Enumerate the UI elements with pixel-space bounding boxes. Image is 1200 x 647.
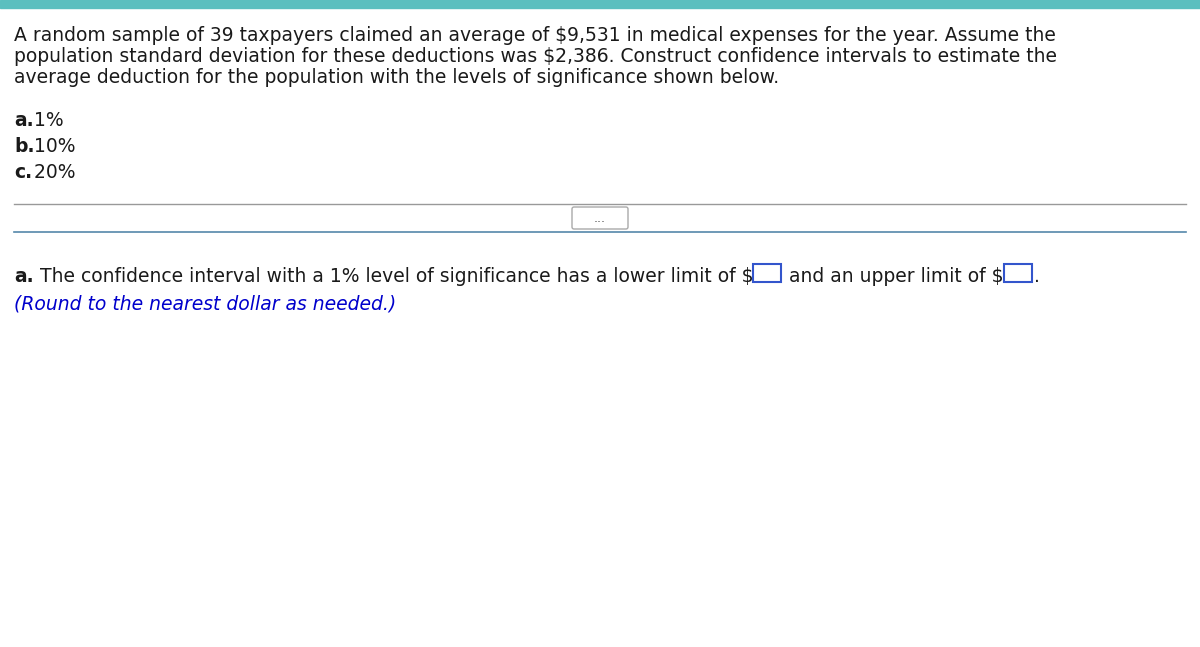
Text: (Round to the nearest dollar as needed.): (Round to the nearest dollar as needed.) bbox=[14, 295, 396, 314]
Text: a.: a. bbox=[14, 267, 34, 286]
Text: 20%: 20% bbox=[28, 163, 76, 182]
FancyBboxPatch shape bbox=[572, 207, 628, 229]
Text: The confidence interval with a 1% level of significance has a lower limit of $: The confidence interval with a 1% level … bbox=[34, 267, 754, 286]
Text: average deduction for the population with the levels of significance shown below: average deduction for the population wit… bbox=[14, 68, 779, 87]
Text: and an upper limit of $: and an upper limit of $ bbox=[784, 267, 1003, 286]
Text: ...: ... bbox=[594, 212, 606, 225]
Text: a.: a. bbox=[14, 111, 34, 130]
Bar bbox=[0, 0, 1200, 8]
Text: A random sample of 39 taxpayers claimed an average of $9,531 in medical expenses: A random sample of 39 taxpayers claimed … bbox=[14, 26, 1056, 45]
Text: population standard deviation for these deductions was $2,386. Construct confide: population standard deviation for these … bbox=[14, 47, 1057, 66]
Text: b.: b. bbox=[14, 137, 35, 156]
FancyBboxPatch shape bbox=[1003, 264, 1032, 282]
FancyBboxPatch shape bbox=[754, 264, 781, 282]
Text: 10%: 10% bbox=[28, 137, 76, 156]
Text: c.: c. bbox=[14, 163, 32, 182]
Text: .: . bbox=[1033, 267, 1039, 286]
Text: 1%: 1% bbox=[28, 111, 64, 130]
